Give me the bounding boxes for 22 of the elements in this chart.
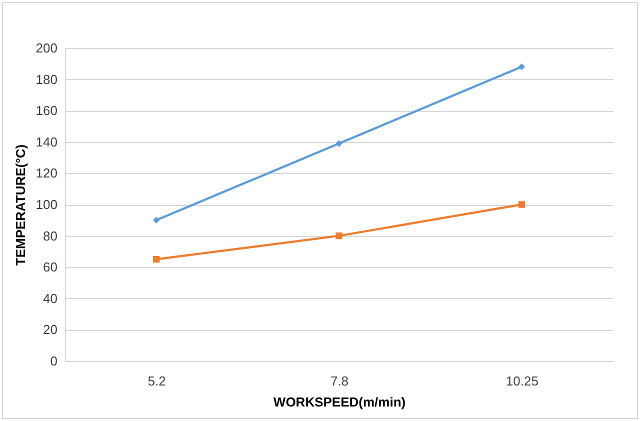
- y-tick-label: 80: [43, 228, 58, 244]
- point: [518, 201, 526, 208]
- y-axis-title: TEMPERATURE(°C): [12, 144, 28, 266]
- point: [336, 140, 342, 147]
- y-tick-label: 60: [43, 260, 58, 275]
- y-tick-label: 200: [36, 40, 58, 56]
- x-axis-title: WORKSPEED(m/min): [273, 394, 406, 410]
- y-tick-label: 120: [36, 166, 58, 181]
- y-tick-label: 100: [36, 197, 58, 212]
- y-tick-label: 0: [50, 354, 58, 368]
- y-tick-label: 20: [43, 322, 58, 338]
- point: [518, 63, 526, 70]
- point: [152, 216, 160, 224]
- point: [336, 232, 342, 240]
- y-tick-label: 160: [36, 103, 58, 118]
- point: [152, 256, 160, 263]
- y-tick-label: 140: [36, 134, 58, 150]
- x-tick-label: 5.2: [148, 374, 166, 388]
- y-tick-label: 40: [43, 290, 58, 306]
- y-tick-label: 180: [36, 72, 58, 87]
- x-tick-label: 7.8: [330, 374, 349, 388]
- x-tick-label: 10.25: [506, 374, 538, 388]
